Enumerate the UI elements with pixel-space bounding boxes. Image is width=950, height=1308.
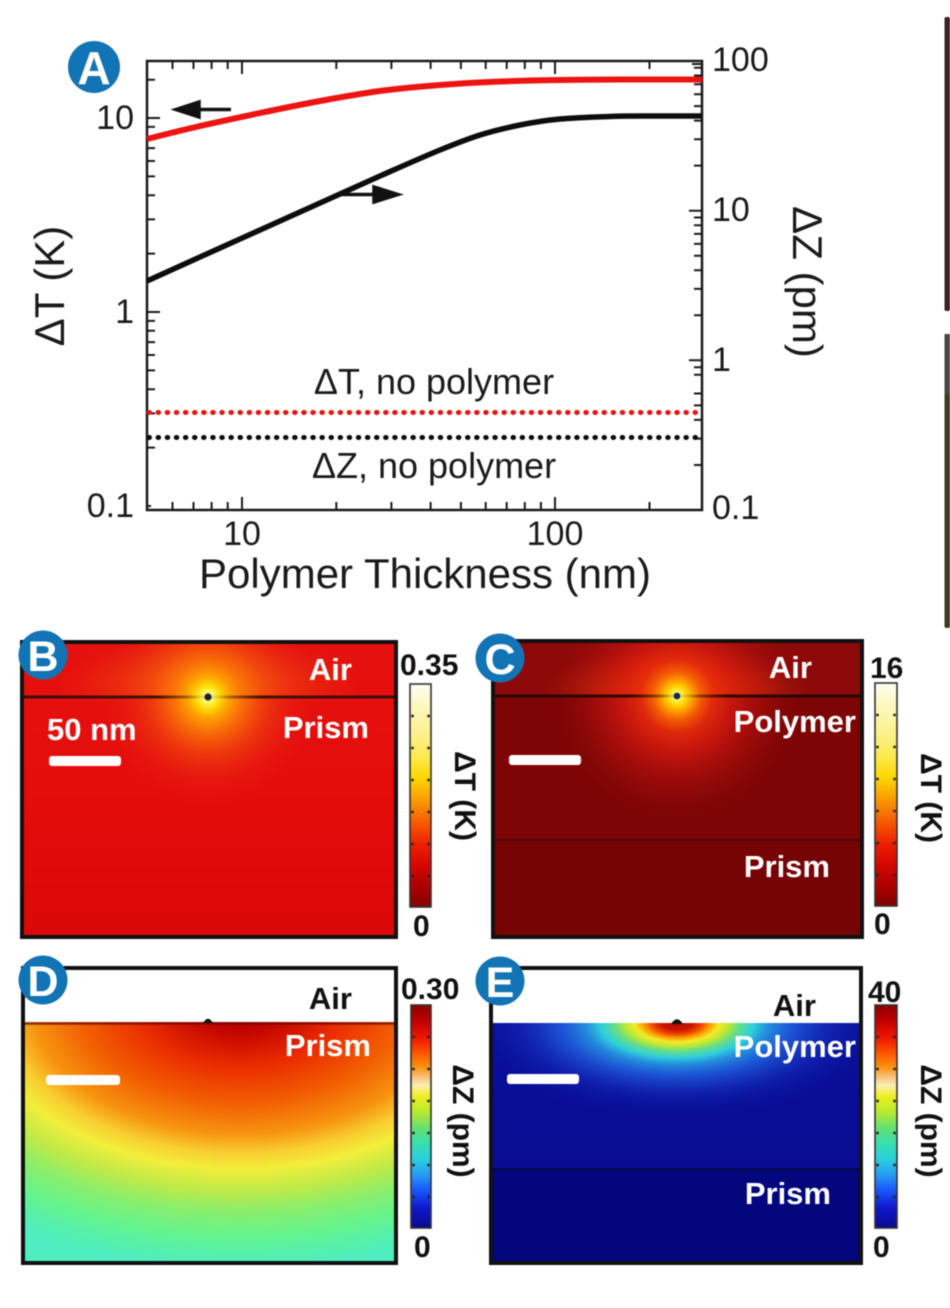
- svg-text:0: 0: [413, 910, 430, 943]
- svg-text:E: E: [486, 959, 515, 1007]
- svg-text:Air: Air: [773, 988, 816, 1023]
- svg-text:ΔZ (pm): ΔZ (pm): [914, 1064, 947, 1177]
- svg-text:ΔZ (pm): ΔZ (pm): [784, 206, 831, 358]
- svg-text:Prism: Prism: [745, 1176, 831, 1211]
- svg-text:0.1: 0.1: [712, 489, 759, 527]
- svg-text:Prism: Prism: [285, 1028, 371, 1063]
- svg-text:10: 10: [712, 191, 750, 229]
- svg-text:B: B: [27, 633, 58, 681]
- svg-text:Polymer: Polymer: [734, 1029, 856, 1064]
- svg-text:Prism: Prism: [744, 849, 830, 884]
- svg-text:ΔZ (pm): ΔZ (pm): [446, 1064, 479, 1177]
- svg-text:0: 0: [414, 1231, 431, 1264]
- svg-text:0.35: 0.35: [400, 649, 458, 682]
- svg-text:0.1: 0.1: [87, 487, 134, 525]
- svg-text:Air: Air: [309, 981, 352, 1016]
- svg-text:Polymer Thickness (nm): Polymer Thickness (nm): [199, 550, 651, 597]
- svg-text:ΔT, no polymer: ΔT, no polymer: [314, 361, 554, 402]
- svg-text:ΔT (K): ΔT (K): [448, 751, 481, 841]
- svg-text:Air: Air: [309, 652, 352, 687]
- svg-text:ΔT (K): ΔT (K): [914, 753, 947, 843]
- svg-text:ΔZ, no polymer: ΔZ, no polymer: [312, 445, 556, 486]
- svg-text:0.30: 0.30: [401, 973, 459, 1006]
- svg-text:50 nm: 50 nm: [47, 712, 137, 747]
- svg-text:10: 10: [96, 99, 134, 137]
- svg-text:D: D: [27, 958, 58, 1006]
- svg-text:100: 100: [712, 41, 769, 79]
- svg-text:A: A: [77, 42, 110, 94]
- svg-text:Polymer: Polymer: [734, 704, 856, 739]
- svg-text:0: 0: [873, 1231, 890, 1264]
- svg-text:1: 1: [115, 293, 134, 331]
- svg-text:Air: Air: [769, 650, 812, 685]
- svg-text:16: 16: [870, 652, 903, 685]
- svg-text:40: 40: [868, 976, 901, 1009]
- svg-text:1: 1: [712, 341, 731, 379]
- svg-text:10: 10: [223, 515, 261, 553]
- svg-text:0: 0: [874, 908, 891, 941]
- svg-text:Prism: Prism: [283, 710, 369, 745]
- svg-text:C: C: [484, 636, 515, 684]
- svg-text:100: 100: [527, 515, 584, 553]
- svg-text:ΔT (K): ΔT (K): [26, 226, 73, 347]
